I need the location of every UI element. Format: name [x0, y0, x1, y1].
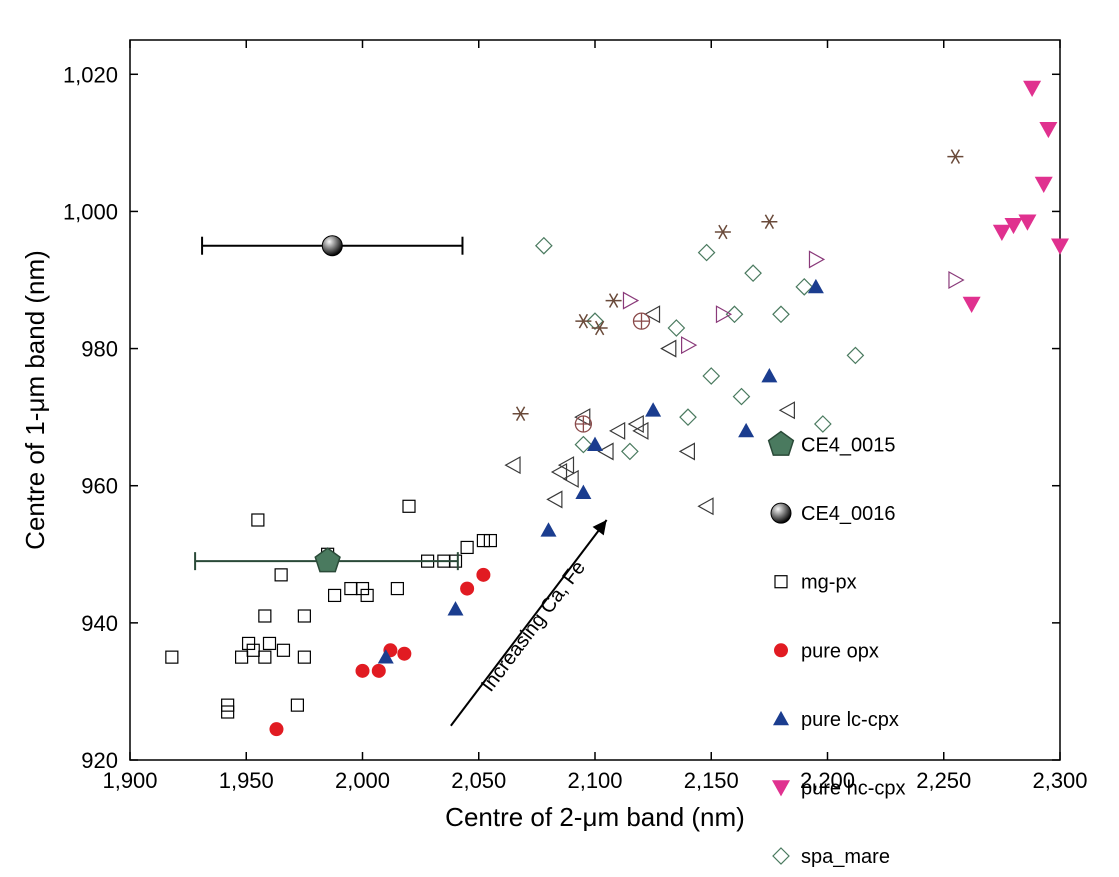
scatter-chart: 1,9001,9502,0002,0502,1002,1502,2002,250…	[0, 0, 1119, 877]
series-lscc_mare_soil	[513, 150, 964, 421]
legend: CE4_0015 CE4_0016 mg-px pure opx pure lc-cpx…	[769, 432, 940, 877]
series-pure_lc_cpx	[378, 279, 824, 664]
series-spa_mare	[536, 238, 864, 460]
svg-text:1,000: 1,000	[63, 199, 118, 224]
legend-label-mg_px: mg-px	[801, 572, 857, 594]
legend-label-ce4_0015: CE4_0015	[801, 435, 896, 457]
series-pure_hc_cpx	[963, 81, 1069, 313]
svg-text:1,950: 1,950	[219, 768, 274, 793]
svg-text:940: 940	[81, 611, 118, 636]
svg-text:2,000: 2,000	[335, 768, 390, 793]
svg-text:Centre of 2-μm band (nm): Centre of 2-μm band (nm)	[445, 802, 745, 832]
svg-text:Centre of 1-μm band (nm): Centre of 1-μm band (nm)	[20, 250, 50, 550]
svg-text:1,020: 1,020	[63, 62, 118, 87]
svg-text:2,300: 2,300	[1032, 768, 1087, 793]
svg-text:920: 920	[81, 748, 118, 773]
svg-text:980: 980	[81, 337, 118, 362]
legend-label-spa_mare: spa_mare	[801, 846, 890, 868]
series-ce4_0016	[202, 236, 462, 256]
series-mg_px	[166, 500, 497, 718]
series-ce4_0015	[195, 548, 458, 572]
svg-text:2,150: 2,150	[684, 768, 739, 793]
increasing-ca-fe-label: Increasing Ca, Fe	[477, 557, 590, 696]
legend-label-pure_opx: pure opx	[801, 640, 879, 662]
legend-label-pure_hc_cpx: pure hc-cpx	[801, 777, 906, 799]
series-lrmcc_basalt	[575, 313, 649, 432]
svg-text:2,050: 2,050	[451, 768, 506, 793]
series-nearside_mare	[623, 251, 963, 353]
legend-label-ce4_0016: CE4_0016	[801, 503, 896, 525]
svg-text:2,250: 2,250	[916, 768, 971, 793]
svg-text:960: 960	[81, 474, 118, 499]
svg-text:2,100: 2,100	[567, 768, 622, 793]
legend-label-pure_lc_cpx: pure lc-cpx	[801, 709, 899, 731]
